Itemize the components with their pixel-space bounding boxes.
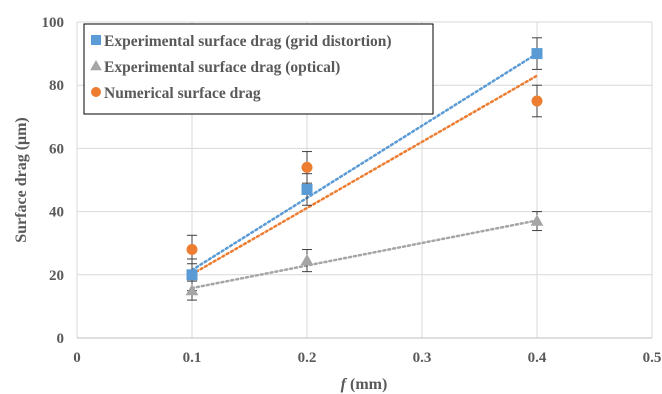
legend-marker: [90, 60, 102, 71]
x-tick-label: 0.3: [413, 350, 432, 366]
x-tick-label: 0.1: [183, 350, 202, 366]
legend-box: [83, 23, 434, 115]
trendline: [190, 52, 539, 272]
legend-label: Experimental surface drag (grid distorti…: [104, 33, 392, 50]
y-tick-label: 80: [49, 78, 64, 94]
x-tick-label: 0: [73, 350, 81, 366]
legend-marker: [91, 87, 101, 97]
trendline: [190, 74, 539, 276]
data-point: [186, 269, 198, 281]
trendline: [190, 219, 539, 290]
y-tick-label: 60: [49, 141, 64, 157]
data-point: [301, 183, 313, 195]
data-point: [531, 48, 543, 60]
y-tick-label: 20: [49, 268, 64, 284]
x-axis-title-unit: (mm): [346, 376, 387, 393]
y-axis-title: Surface drag (μm): [13, 117, 30, 242]
y-tick-label: 100: [42, 15, 65, 31]
y-tick-label: 0: [57, 331, 65, 347]
data-point: [530, 214, 544, 226]
x-tick-labels: 0 0.1 0.2 0.3 0.4 0.5: [73, 350, 661, 366]
data-point: [300, 253, 314, 266]
x-tick-label: 0.4: [528, 350, 547, 366]
y-tick-labels: 0 20 40 60 80 100: [42, 15, 65, 347]
data-markers: [185, 48, 544, 296]
legend-marker: [91, 35, 101, 45]
x-axis-title: f (mm): [341, 376, 388, 393]
data-point: [301, 161, 313, 173]
x-tick-label: 0.5: [643, 350, 662, 366]
legend-label: Numerical surface drag: [104, 85, 261, 102]
x-axis-title-var: f: [341, 376, 348, 393]
data-point: [531, 95, 543, 107]
data-point: [186, 244, 198, 256]
y-tick-label: 40: [49, 205, 64, 221]
legend: Experimental surface drag (grid distorti…: [83, 23, 434, 115]
x-tick-label: 0.2: [298, 350, 317, 366]
legend-label: Experimental surface drag (optical): [104, 59, 340, 76]
trendlines: [190, 52, 539, 290]
data-point: [185, 284, 199, 296]
